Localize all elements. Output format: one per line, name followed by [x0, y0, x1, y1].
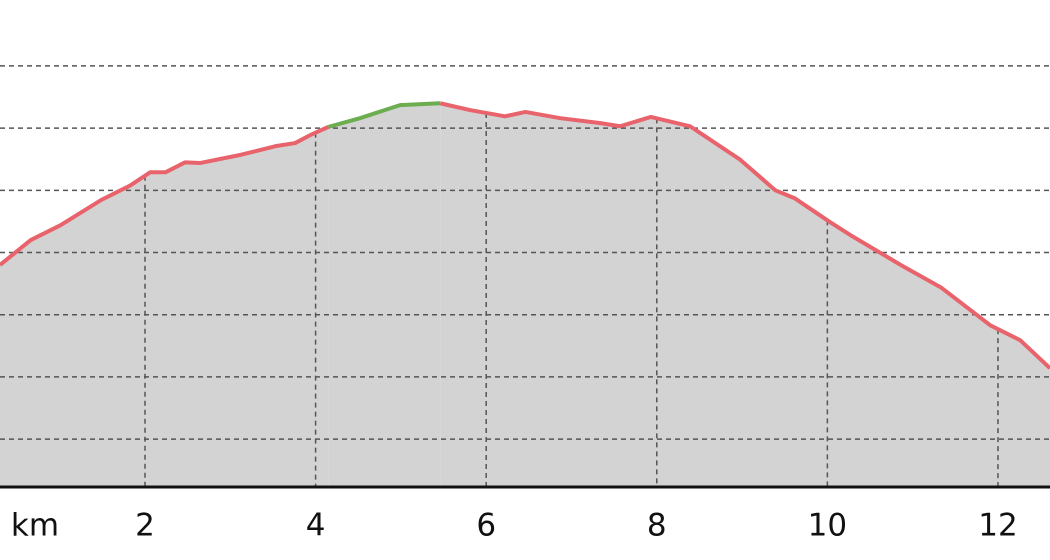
profile-line [0, 125, 330, 267]
x-axis-label: km [11, 508, 59, 544]
x-tick-label: 2 [135, 508, 155, 544]
profile-line [327, 101, 441, 129]
area [0, 126, 329, 487]
x-tick-label: 4 [306, 508, 326, 544]
area [440, 103, 1050, 487]
area [328, 103, 441, 487]
x-tick-label: 6 [476, 508, 496, 544]
profile-line [439, 101, 1050, 370]
x-tick-label: 8 [647, 508, 667, 544]
x-tick-label: 10 [808, 508, 847, 544]
x-tick-label: 12 [978, 508, 1017, 544]
